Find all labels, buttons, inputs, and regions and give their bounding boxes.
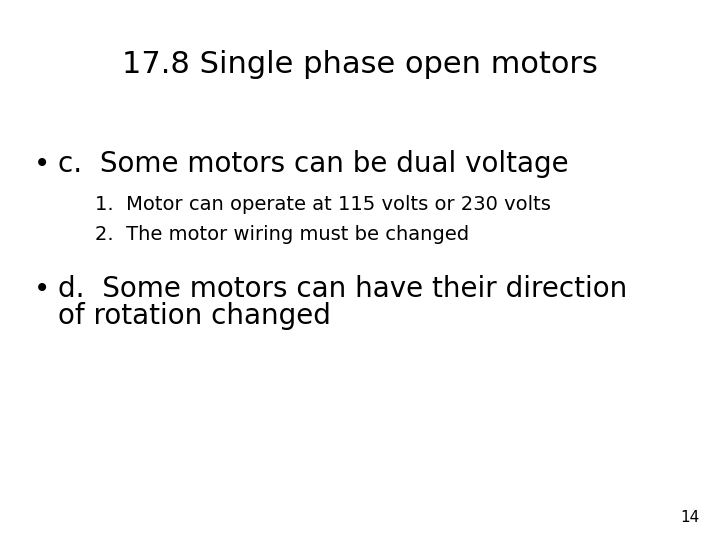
Text: of rotation changed: of rotation changed xyxy=(58,302,331,330)
Text: c.  Some motors can be dual voltage: c. Some motors can be dual voltage xyxy=(58,150,569,178)
Text: 2.  The motor wiring must be changed: 2. The motor wiring must be changed xyxy=(95,225,469,244)
Text: •: • xyxy=(34,150,50,178)
Text: 14: 14 xyxy=(680,510,700,525)
Text: •: • xyxy=(34,275,50,303)
Text: 17.8 Single phase open motors: 17.8 Single phase open motors xyxy=(122,50,598,79)
Text: 1.  Motor can operate at 115 volts or 230 volts: 1. Motor can operate at 115 volts or 230… xyxy=(95,195,551,214)
Text: d.  Some motors can have their direction: d. Some motors can have their direction xyxy=(58,275,627,303)
